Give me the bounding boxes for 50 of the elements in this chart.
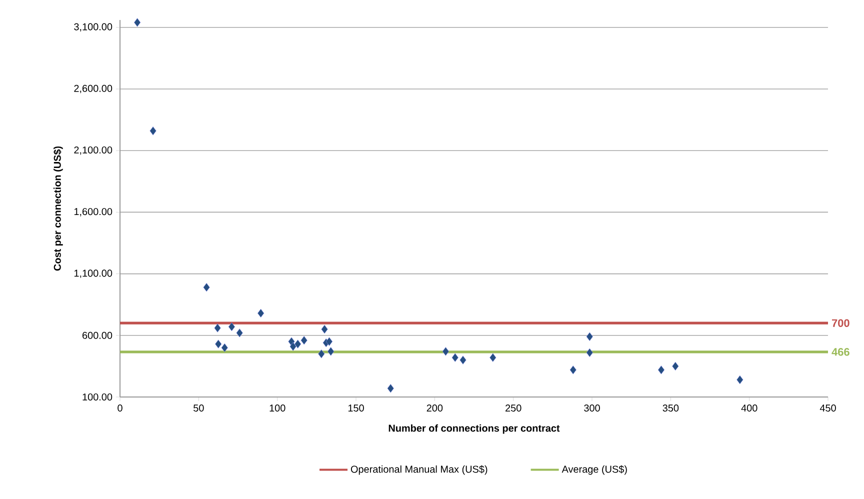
- y-tick-label: 1,600.00: [74, 208, 112, 216]
- legend-label: Operational Manual Max (US$): [350, 465, 488, 475]
- point: [215, 340, 222, 348]
- data-label: 466: [832, 348, 850, 356]
- y-tick-label: 3,100.00: [74, 23, 112, 32]
- point: [442, 347, 449, 356]
- point: [452, 353, 458, 362]
- point: [321, 324, 328, 334]
- point: [460, 356, 466, 364]
- point: [736, 375, 744, 384]
- point: [672, 362, 679, 371]
- point: [221, 343, 228, 352]
- legend-label: Average (US$): [562, 465, 627, 475]
- point: [300, 336, 308, 345]
- point: [290, 342, 296, 351]
- x-tick-label: 200: [426, 404, 443, 412]
- point: [387, 384, 394, 393]
- point: [228, 322, 236, 332]
- data-label: 700: [832, 319, 850, 327]
- point: [294, 340, 302, 348]
- point: [318, 350, 325, 358]
- point: [490, 353, 496, 362]
- x-tick-label: 350: [662, 404, 679, 412]
- x-axis-title: Number of connections per contract: [388, 424, 560, 434]
- y-tick-label: 600.00: [82, 332, 112, 339]
- point: [586, 348, 593, 357]
- point: [203, 283, 210, 292]
- x-tick-label: 100: [270, 404, 286, 412]
- x-tick-label: 0: [118, 404, 122, 412]
- point: [586, 332, 593, 341]
- point: [570, 366, 576, 374]
- point: [236, 328, 243, 338]
- x-tick-label: 400: [741, 404, 758, 412]
- y-tick-label: 2,100.00: [74, 146, 112, 155]
- point: [328, 347, 334, 356]
- x-tick-label: 300: [584, 404, 600, 412]
- y-tick-label: 1,100.00: [74, 270, 112, 278]
- x-tick-label: 450: [820, 404, 836, 412]
- point: [134, 18, 141, 27]
- point: [214, 324, 221, 332]
- y-tick-label: 2,600.00: [74, 84, 112, 94]
- y-tick-label: 100.00: [82, 393, 112, 401]
- x-tick-label: 50: [194, 404, 204, 412]
- point: [658, 366, 665, 374]
- point: [258, 308, 264, 318]
- x-tick-label: 150: [348, 404, 364, 412]
- y-axis-title: Cost per connection (US$): [53, 146, 63, 271]
- point: [326, 337, 333, 346]
- point: [150, 126, 156, 136]
- x-tick-label: 250: [506, 404, 522, 412]
